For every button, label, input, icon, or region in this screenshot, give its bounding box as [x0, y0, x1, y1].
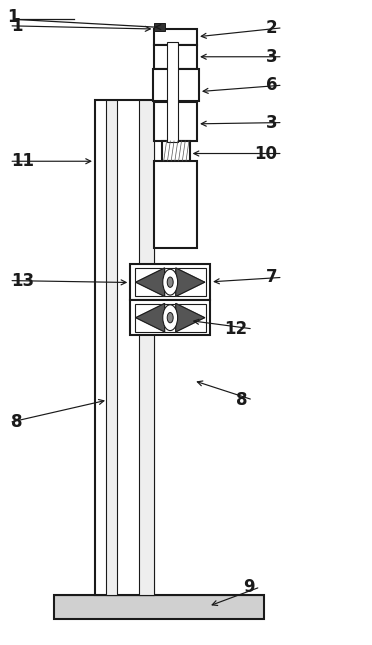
Bar: [95, 100, 154, 595]
Bar: [135, 304, 206, 332]
Bar: [106, 100, 117, 595]
Polygon shape: [176, 268, 205, 297]
Polygon shape: [176, 303, 205, 332]
Circle shape: [163, 270, 178, 295]
Text: 9: 9: [243, 578, 255, 596]
Polygon shape: [136, 303, 164, 332]
Text: 1: 1: [7, 8, 19, 26]
Text: 8: 8: [11, 413, 23, 432]
Circle shape: [167, 277, 173, 288]
Bar: [130, 264, 210, 300]
Text: 11: 11: [11, 152, 34, 170]
Circle shape: [163, 305, 178, 330]
Text: 3: 3: [266, 48, 277, 66]
Text: 12: 12: [224, 320, 247, 338]
Text: 6: 6: [266, 76, 277, 94]
Bar: [167, 42, 178, 142]
Bar: [154, 161, 197, 248]
Bar: [140, 100, 154, 595]
Text: 8: 8: [236, 391, 247, 409]
Bar: [54, 595, 264, 619]
Bar: [154, 102, 197, 141]
Bar: [154, 29, 197, 45]
Text: 1: 1: [11, 17, 23, 35]
Bar: [153, 69, 199, 101]
Polygon shape: [136, 268, 164, 297]
Text: 2: 2: [266, 19, 277, 37]
Text: 7: 7: [266, 268, 277, 286]
Text: 3: 3: [266, 114, 277, 132]
Bar: [162, 141, 190, 161]
Text: 10: 10: [254, 144, 277, 163]
Bar: [154, 23, 165, 31]
Circle shape: [167, 312, 173, 322]
Bar: [135, 268, 206, 296]
Bar: [154, 45, 197, 69]
Text: 13: 13: [11, 272, 34, 290]
Bar: [130, 300, 210, 335]
